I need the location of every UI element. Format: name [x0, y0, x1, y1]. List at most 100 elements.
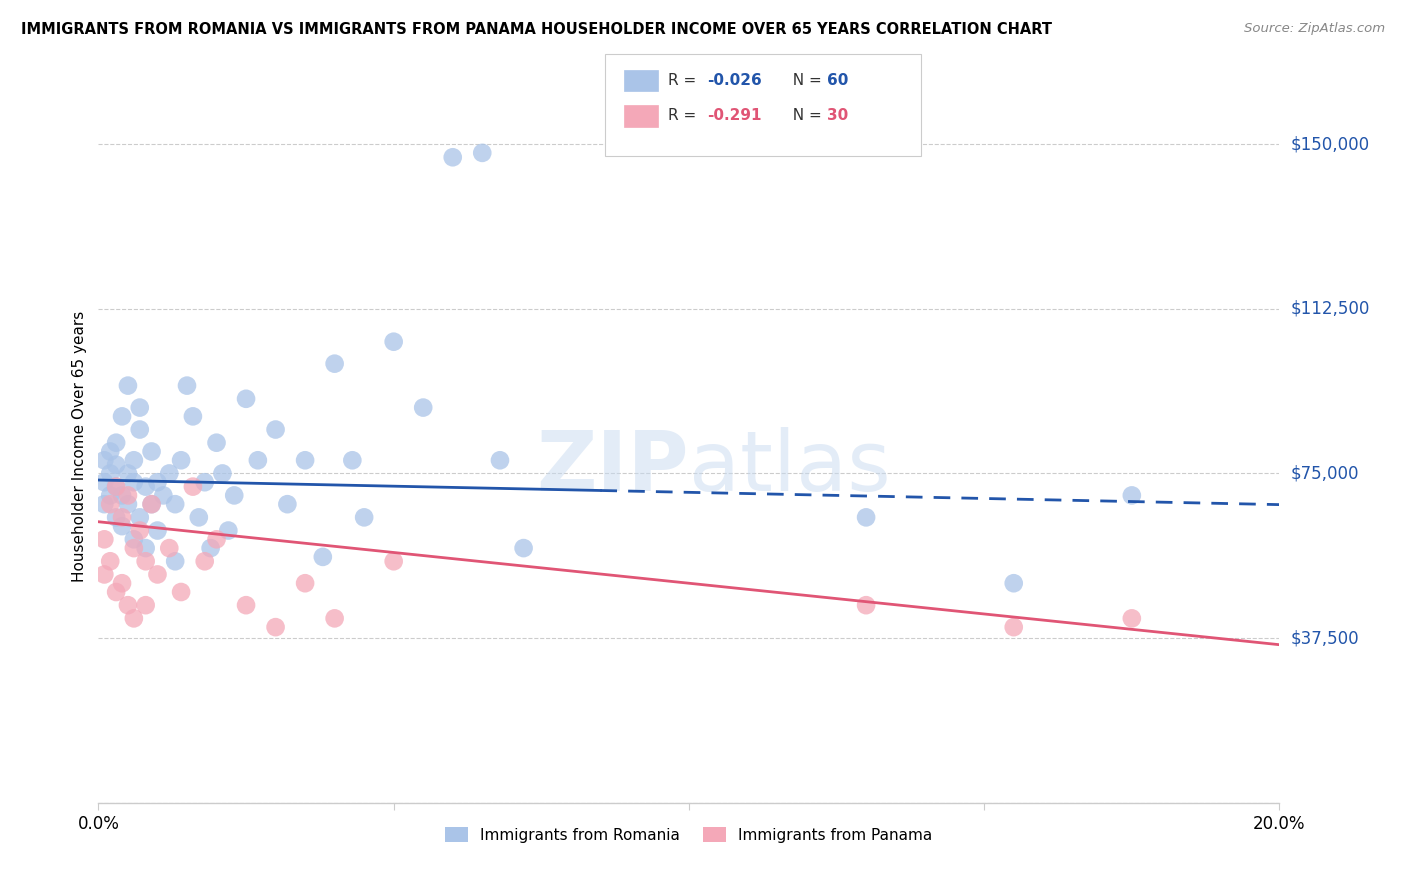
Point [98, 554, 121, 568]
Point [105, 435, 128, 450]
Point [105, 510, 128, 524]
Text: -0.026: -0.026 [707, 73, 762, 87]
Text: -0.291: -0.291 [707, 109, 762, 123]
Point [276, 497, 298, 511]
Point [135, 480, 157, 494]
Point [181, 409, 204, 424]
Point [471, 145, 494, 160]
Point [165, 497, 187, 511]
Point [264, 423, 287, 437]
Text: ZIP: ZIP [537, 427, 689, 508]
Point [264, 620, 287, 634]
Point [224, 488, 246, 502]
Text: N =: N = [783, 109, 827, 123]
Text: $75,000: $75,000 [1291, 465, 1360, 483]
Point [128, 510, 150, 524]
Point [170, 453, 193, 467]
Point [312, 549, 335, 564]
Point [1121, 488, 1143, 502]
Point [117, 467, 139, 481]
Point [105, 480, 128, 494]
Point [412, 401, 434, 415]
Point [165, 554, 187, 568]
Point [146, 475, 169, 490]
Point [200, 541, 222, 555]
Point [441, 150, 464, 164]
Point [294, 453, 316, 467]
Text: N =: N = [783, 73, 827, 87]
Point [205, 533, 228, 547]
Point [855, 510, 877, 524]
Text: $150,000: $150,000 [1291, 135, 1369, 153]
Point [98, 497, 121, 511]
Point [176, 378, 198, 392]
Point [135, 541, 157, 555]
Point [342, 453, 364, 467]
Point [117, 598, 139, 612]
Text: atlas: atlas [689, 427, 890, 508]
Text: $37,500: $37,500 [1291, 629, 1360, 647]
Point [135, 554, 157, 568]
Point [382, 554, 405, 568]
Text: R =: R = [668, 73, 702, 87]
Point [141, 497, 163, 511]
Legend: Immigrants from Romania, Immigrants from Panama: Immigrants from Romania, Immigrants from… [439, 821, 939, 848]
Point [135, 598, 157, 612]
Point [93, 475, 115, 490]
Point [194, 475, 217, 490]
Point [246, 453, 269, 467]
Point [111, 488, 134, 502]
Point [117, 378, 139, 392]
Point [146, 524, 169, 538]
Point [323, 357, 346, 371]
Point [152, 488, 174, 502]
Point [1002, 576, 1025, 591]
Point [93, 453, 115, 467]
Point [146, 567, 169, 582]
Point [98, 488, 121, 502]
Point [105, 480, 128, 494]
Text: Source: ZipAtlas.com: Source: ZipAtlas.com [1244, 22, 1385, 36]
Point [194, 554, 217, 568]
Point [122, 541, 145, 555]
Point [105, 458, 128, 472]
Point [294, 576, 316, 591]
Point [187, 510, 209, 524]
Point [98, 467, 121, 481]
Point [93, 567, 115, 582]
Point [205, 435, 228, 450]
Point [1121, 611, 1143, 625]
Point [489, 453, 512, 467]
Point [105, 585, 128, 599]
Point [855, 598, 877, 612]
Text: 60: 60 [827, 73, 848, 87]
Point [93, 497, 115, 511]
Point [98, 444, 121, 458]
Point [111, 409, 134, 424]
Text: $112,500: $112,500 [1291, 300, 1369, 318]
Point [512, 541, 534, 555]
Point [122, 533, 145, 547]
Point [128, 401, 150, 415]
Point [111, 519, 134, 533]
Point [122, 453, 145, 467]
Point [353, 510, 375, 524]
Point [181, 480, 204, 494]
Point [141, 444, 163, 458]
Point [382, 334, 405, 349]
Point [157, 467, 180, 481]
Point [323, 611, 346, 625]
Point [122, 611, 145, 625]
Text: IMMIGRANTS FROM ROMANIA VS IMMIGRANTS FROM PANAMA HOUSEHOLDER INCOME OVER 65 YEA: IMMIGRANTS FROM ROMANIA VS IMMIGRANTS FR… [21, 22, 1052, 37]
Y-axis label: Householder Income Over 65 years: Householder Income Over 65 years [72, 310, 87, 582]
Point [128, 524, 150, 538]
Point [235, 598, 257, 612]
Point [117, 497, 139, 511]
Point [217, 524, 239, 538]
Point [122, 475, 145, 490]
Point [211, 467, 233, 481]
Point [157, 541, 180, 555]
Point [141, 497, 163, 511]
Text: R =: R = [668, 109, 702, 123]
Point [111, 510, 134, 524]
